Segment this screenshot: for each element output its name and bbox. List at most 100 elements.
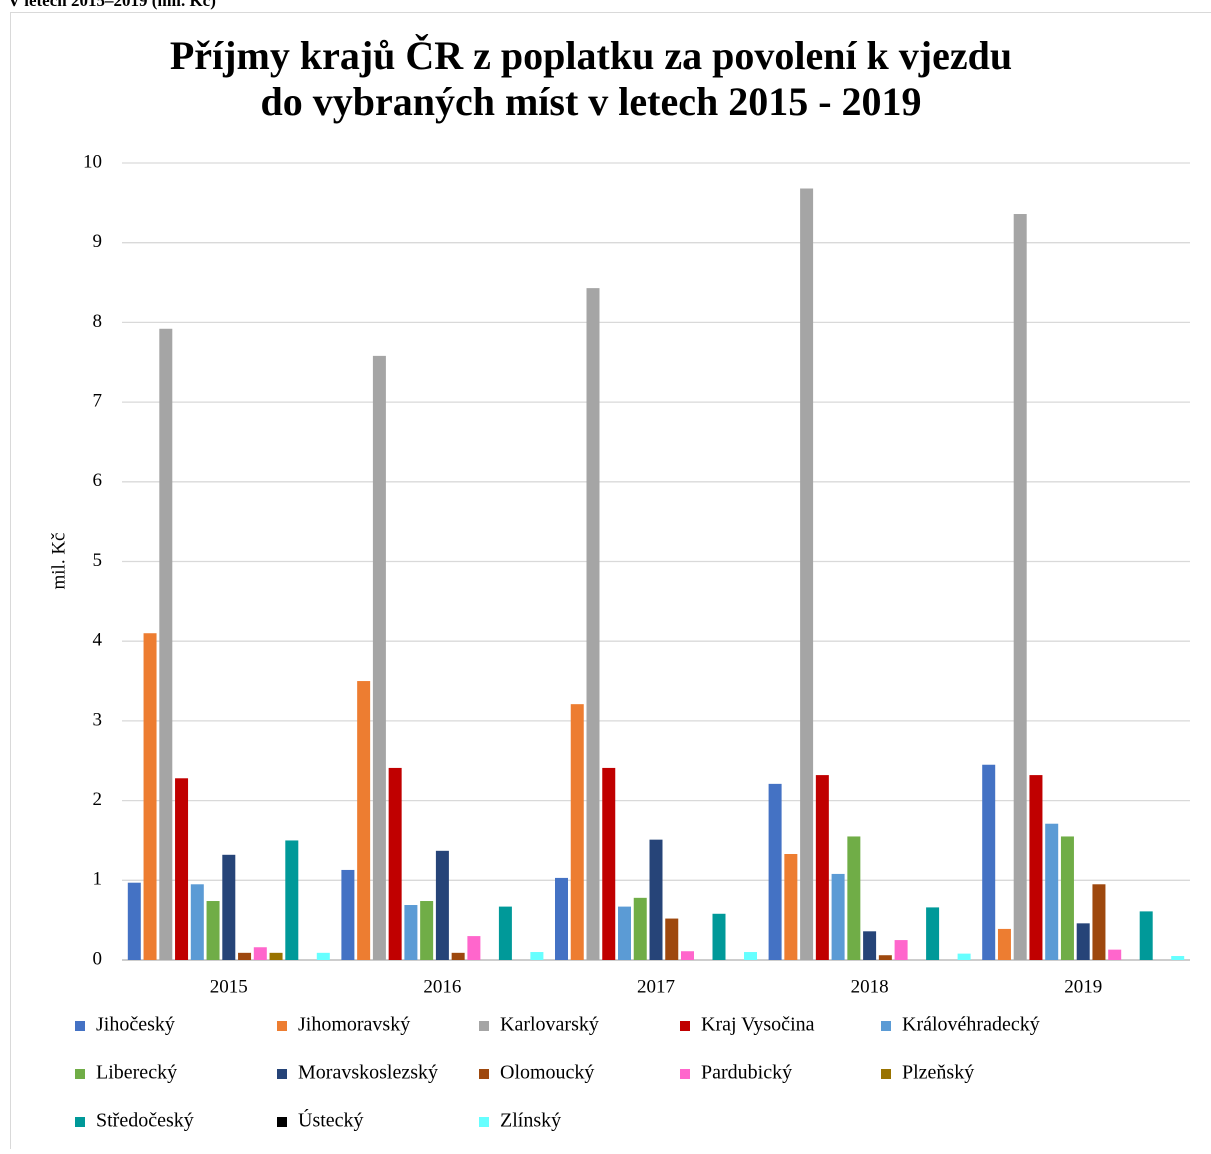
legend-marker xyxy=(680,1069,690,1079)
bar xyxy=(404,905,417,960)
legend-marker xyxy=(75,1021,85,1031)
bar xyxy=(555,878,568,960)
header: V letech 2015–2019 (mil. Kč) xyxy=(8,0,216,10)
bar xyxy=(998,929,1011,960)
legend-marker xyxy=(479,1117,489,1127)
bar xyxy=(270,953,283,960)
legend-label: Moravskoslezský xyxy=(298,1062,438,1084)
bar xyxy=(816,775,829,960)
bar xyxy=(1061,836,1074,960)
chart-title: do vybraných míst v letech 2015 - 2019 xyxy=(260,79,921,124)
bar xyxy=(144,633,157,960)
x-tick-label: 2019 xyxy=(1064,976,1102,997)
x-tick-label: 2016 xyxy=(423,976,461,997)
bar xyxy=(879,955,892,960)
bar xyxy=(452,953,465,960)
legend-marker xyxy=(277,1069,287,1079)
bar xyxy=(436,851,449,960)
bar xyxy=(800,189,813,960)
bar xyxy=(602,768,615,960)
legend-label: Ústecký xyxy=(298,1108,364,1132)
bar xyxy=(847,836,860,960)
legend-label: Kraj Vysočina xyxy=(701,1014,815,1036)
bar xyxy=(784,854,797,960)
legend-marker xyxy=(277,1117,287,1127)
bar xyxy=(191,884,204,960)
y-tick-label: 9 xyxy=(93,231,103,252)
y-tick-label: 1 xyxy=(93,869,103,890)
y-tick-label: 0 xyxy=(93,948,103,969)
legend-marker xyxy=(881,1021,891,1031)
bar xyxy=(832,874,845,960)
bar xyxy=(634,898,647,960)
y-tick-label: 7 xyxy=(93,390,103,411)
bar xyxy=(1108,950,1121,960)
legend-label: Olomoucký xyxy=(500,1062,594,1084)
bar xyxy=(530,952,543,960)
bar xyxy=(128,883,141,960)
bar xyxy=(665,919,678,960)
legend-label: Jihomoravský xyxy=(298,1014,410,1036)
y-tick-label: 3 xyxy=(93,709,103,730)
bar xyxy=(285,840,298,960)
bar xyxy=(744,952,757,960)
bar xyxy=(1014,214,1027,960)
legend-marker xyxy=(680,1021,690,1031)
bar xyxy=(681,951,694,960)
bar xyxy=(1029,775,1042,960)
bar xyxy=(175,778,188,960)
bar xyxy=(587,288,600,960)
bar xyxy=(1140,911,1153,960)
y-tick-label: 10 xyxy=(83,151,102,172)
bar xyxy=(926,907,939,960)
legend-label: Liberecký xyxy=(96,1062,177,1084)
bar xyxy=(1171,956,1184,960)
bar xyxy=(357,681,370,960)
y-tick-label: 5 xyxy=(93,550,103,571)
legend-marker xyxy=(479,1021,489,1031)
bar xyxy=(618,907,631,960)
legend-label: Královéhradecký xyxy=(902,1014,1040,1036)
bar xyxy=(499,907,512,960)
legend-marker xyxy=(75,1069,85,1079)
legend-label: Jihočeský xyxy=(96,1014,175,1036)
legend-label: Zlínský xyxy=(500,1110,561,1132)
legend-label: Plzeňský xyxy=(902,1062,974,1084)
bar xyxy=(207,901,220,960)
chart-frame xyxy=(11,13,1211,1150)
bar xyxy=(713,914,726,960)
legend-marker xyxy=(479,1069,489,1079)
bar xyxy=(389,768,402,960)
bar xyxy=(1092,884,1105,960)
legend-marker xyxy=(75,1117,85,1127)
bar xyxy=(1045,824,1058,960)
bar xyxy=(373,356,386,960)
bar xyxy=(341,870,354,960)
legend-label: Pardubický xyxy=(701,1062,792,1084)
legend-label: Středočeský xyxy=(96,1110,194,1132)
bar xyxy=(467,936,480,960)
bar xyxy=(420,901,433,960)
y-tick-label: 4 xyxy=(93,630,103,651)
bar xyxy=(238,953,251,960)
bar xyxy=(1077,923,1090,960)
bar xyxy=(571,704,584,960)
y-tick-label: 8 xyxy=(93,311,103,332)
x-tick-label: 2017 xyxy=(637,976,675,997)
bar xyxy=(222,855,235,960)
legend-marker xyxy=(881,1069,891,1079)
bar xyxy=(254,947,267,960)
x-tick-label: 2015 xyxy=(210,976,248,997)
y-axis-label: mil. Kč xyxy=(48,533,69,590)
y-tick-label: 6 xyxy=(93,470,103,491)
bar xyxy=(895,940,908,960)
bar xyxy=(958,954,971,960)
bar xyxy=(159,329,172,960)
bar xyxy=(769,784,782,960)
bar xyxy=(982,765,995,960)
bar xyxy=(863,931,876,960)
y-tick-label: 2 xyxy=(93,789,103,810)
chart-title: Příjmy krajů ČR z poplatku za povolení k… xyxy=(170,33,1012,78)
